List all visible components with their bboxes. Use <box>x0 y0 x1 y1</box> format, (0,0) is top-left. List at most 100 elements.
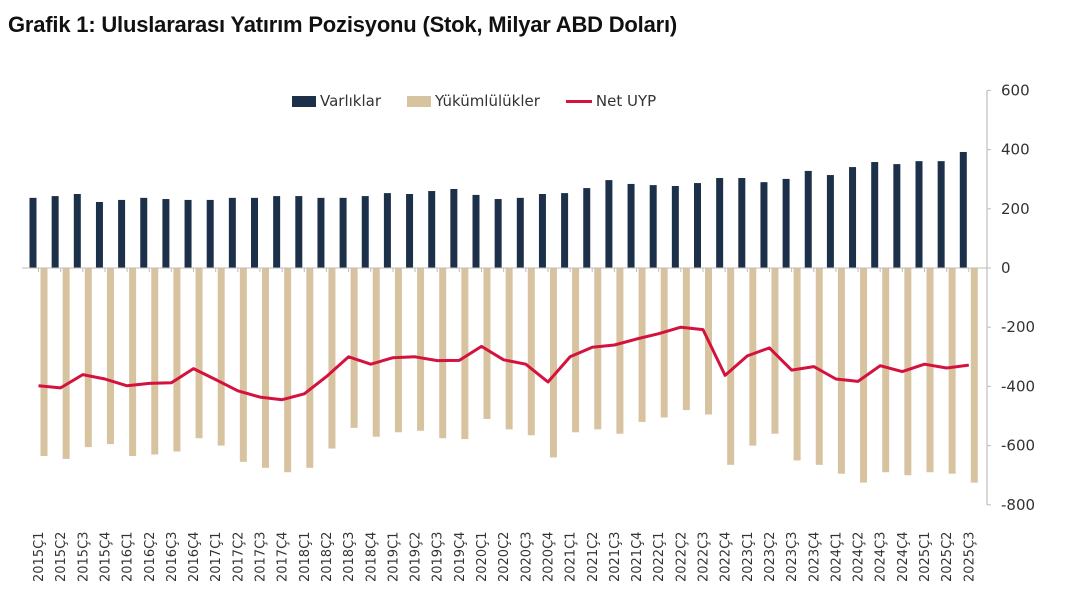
x-tick-label: 2021Ç2 <box>586 532 601 582</box>
asset-bar <box>605 180 613 268</box>
liability-bar <box>262 268 269 468</box>
legend-label-net-iip: Net UYP <box>595 92 657 110</box>
liability-bar <box>970 268 978 483</box>
liability-bar <box>904 268 912 476</box>
asset-bar <box>140 197 148 268</box>
asset-bar <box>915 161 923 268</box>
liability-bar <box>616 268 624 434</box>
liability-bar <box>572 268 580 433</box>
asset-bar <box>95 201 103 268</box>
liability-bar <box>306 268 314 468</box>
y-tick-label: 600 <box>1001 81 1030 99</box>
y-tick-label: -400 <box>1001 377 1035 395</box>
liability-bar <box>195 268 203 439</box>
asset-bar <box>782 178 790 268</box>
asset-bar <box>472 194 480 268</box>
x-tick-label: 2022Ç2 <box>674 532 689 582</box>
x-tick-label: 2020Ç1 <box>475 532 490 582</box>
y-tick-label: -800 <box>1001 496 1035 514</box>
x-tick-label: 2022Ç4 <box>719 532 734 582</box>
liability-bar <box>394 268 402 433</box>
x-tick-label: 2016Ç3 <box>165 532 180 582</box>
asset-bar <box>184 199 192 268</box>
asset-bar <box>428 191 436 268</box>
liability-bar <box>749 268 757 446</box>
asset-bar <box>494 199 502 268</box>
x-tick-label: 2019Ç1 <box>386 532 401 582</box>
x-tick-label: 2023Ç4 <box>807 532 822 582</box>
liabilities-bars <box>38 268 978 483</box>
x-tick-label: 2020Ç3 <box>519 532 534 582</box>
asset-bar <box>251 197 258 268</box>
x-tick-label: 2015Ç2 <box>54 532 69 582</box>
x-tick-label: 2017Ç1 <box>209 532 224 582</box>
liability-bar <box>505 268 513 430</box>
x-axis-labels: 2015Ç1 2015Ç2 2015Ç3 2015Ç4 2016Ç1 2016Ç2 2016… <box>32 532 977 582</box>
asset-bar <box>937 161 945 268</box>
liability-bar <box>837 268 845 474</box>
asset-bar <box>694 183 701 268</box>
liability-bar <box>106 268 114 445</box>
x-tick-label: 2023Ç3 <box>785 532 800 582</box>
legend-swatch-assets <box>292 95 316 107</box>
x-tick-label: 2024Ç2 <box>852 532 867 582</box>
liability-bar <box>549 268 557 458</box>
x-tick-label: 2015Ç1 <box>32 532 47 582</box>
y-axis: 600 400 200 0 -200 -400 -600 -800 <box>986 81 1035 514</box>
x-tick-label: 2016Ç2 <box>143 532 158 582</box>
asset-bar <box>627 183 635 268</box>
x-tick-label: 2018Ç3 <box>342 532 357 582</box>
x-tick-label: 2021Ç4 <box>630 532 645 582</box>
legend-label-assets: Varlıklar <box>320 92 382 110</box>
liability-bar <box>483 268 491 419</box>
asset-bar <box>893 164 901 268</box>
asset-bar <box>317 197 325 268</box>
x-tick-label: 2019Ç3 <box>431 532 446 582</box>
asset-bar <box>583 188 591 268</box>
legend-item-assets: Varlıklar <box>292 92 381 110</box>
x-tick-label: 2017Ç3 <box>254 532 269 582</box>
x-tick-label: 2022Ç1 <box>652 532 667 582</box>
y-tick-label: 400 <box>1001 141 1030 159</box>
x-tick-label: 2024Ç4 <box>896 532 911 582</box>
asset-bar <box>871 162 879 268</box>
liability-bar <box>727 268 735 465</box>
asset-bar <box>295 196 303 268</box>
asset-bar <box>516 197 524 268</box>
liability-bar <box>882 268 890 473</box>
legend-item-liabilities: Yükümlülükler <box>407 92 540 110</box>
legend-label-liabilities: Yükümlülükler <box>435 92 540 110</box>
x-tick-label: 2019Ç4 <box>453 532 468 582</box>
x-tick-label: 2022Ç3 <box>697 532 712 582</box>
liability-bar <box>461 268 469 440</box>
x-tick-label: 2020Ç2 <box>497 532 512 582</box>
chart-legend: Varlıklar Yükümlülükler Net UYP <box>292 92 656 110</box>
y-tick-label: 0 <box>1001 259 1011 277</box>
y-tick-label: 200 <box>1001 200 1030 218</box>
x-tick-label: 2021Ç1 <box>564 532 579 582</box>
x-tick-label: 2024Ç1 <box>829 532 844 582</box>
x-tick-label: 2025Ç1 <box>918 532 933 582</box>
x-tick-label: 2020Ç4 <box>541 532 556 582</box>
liability-bar <box>173 268 181 452</box>
x-tick-label: 2025Ç3 <box>962 532 977 582</box>
liability-bar <box>328 268 336 449</box>
asset-bar <box>716 178 724 268</box>
asset-bar <box>538 194 546 268</box>
x-tick-label: 2021Ç3 <box>608 532 623 582</box>
liability-bar <box>217 268 225 446</box>
liability-bar <box>771 268 779 434</box>
liability-bar <box>129 268 137 456</box>
x-tick-label: 2025Ç2 <box>940 532 955 582</box>
x-tick-label: 2019Ç2 <box>409 532 424 582</box>
liability-bar <box>793 268 801 461</box>
asset-bar <box>406 194 414 268</box>
liability-bar <box>84 268 92 448</box>
x-tick-label: 2024Ç3 <box>874 532 889 582</box>
x-tick-label: 2018Ç4 <box>364 532 379 582</box>
liability-bar <box>860 268 868 483</box>
y-tick-label: -200 <box>1001 318 1035 336</box>
liability-bar <box>594 268 602 430</box>
liability-bar <box>527 268 535 436</box>
